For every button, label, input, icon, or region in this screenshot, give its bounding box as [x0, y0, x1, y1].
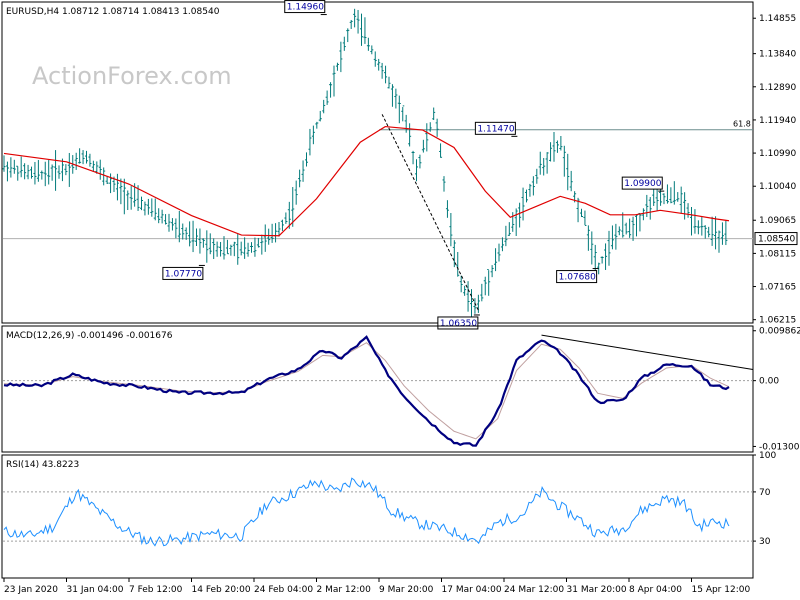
x-tick-label: 31 Jan 04:00 — [67, 585, 124, 595]
macd-trendline — [541, 334, 754, 371]
moving-average-line — [3, 125, 730, 237]
price-series — [2, 8, 728, 320]
rsi-y-tick-label: 100 — [759, 451, 776, 461]
x-tick-label: 24 Mar 12:00 — [504, 585, 564, 595]
annotation-box — [162, 266, 204, 280]
x-tick-label: 14 Feb 20:00 — [192, 585, 251, 595]
x-tick-label: 15 Apr 12:00 — [692, 585, 751, 595]
price-y-tick-label: 1.08115 — [759, 249, 796, 259]
x-tick-label: 17 Mar 04:00 — [442, 585, 502, 595]
x-tick-label: 2 Mar 12:00 — [317, 585, 372, 595]
rsi-panel: RSI(14) 43.8223 100 70 30 — [1, 451, 776, 579]
macd-y-tick-label: -0.013002 — [759, 442, 800, 452]
macd-line — [3, 335, 730, 447]
price-y-tick-label: 1.09065 — [759, 216, 796, 226]
current-price-label: 1.08540 — [758, 235, 795, 245]
annotation-box — [284, 0, 326, 14]
chart-title: EURUSD,H4 1.08712 1.08714 1.08413 1.0854… — [6, 7, 220, 17]
price-y-tick-label: 1.06215 — [759, 316, 796, 326]
macd-y-tick-label: 0.009862 — [759, 327, 800, 337]
decline-dashed-line — [381, 114, 480, 312]
rsi-line — [3, 477, 730, 547]
price-y-tick-label: 1.12890 — [759, 83, 796, 93]
macd-y-axis: 0.009862 0.00 -0.013002 — [753, 327, 800, 452]
time-x-axis: 23 Jan 2020 31 Jan 04:00 7 Feb 12:00 14 Feb… — [3, 578, 751, 595]
macd-title: MACD(12,26,9) -0.001496 -0.001676 — [6, 331, 173, 341]
price-annotations: 1.14960 1.11470 1.07770 1.06350 1.07680 1.099… — [162, 0, 665, 330]
annotation-box — [621, 176, 663, 190]
price-y-tick-label: 1.14855 — [759, 14, 796, 24]
x-tick-label: 9 Mar 20:00 — [379, 585, 434, 595]
rsi-y-axis: 100 70 30 — [3, 451, 776, 547]
watermark: ActionForex.com — [32, 62, 232, 90]
x-tick-label: 8 Apr 04:00 — [629, 585, 682, 595]
price-y-tick-label: 1.13840 — [759, 50, 796, 60]
macd-signal-line — [3, 342, 730, 440]
fib-level-label: 61.8 — [733, 120, 751, 129]
annotation-label: 1.11470 — [477, 124, 514, 134]
x-tick-label: 23 Jan 2020 — [4, 585, 58, 595]
annotation-box — [556, 270, 598, 284]
annotation-box — [474, 121, 516, 135]
price-panel: EURUSD,H4 1.08712 1.08714 1.08413 1.0854… — [1, 0, 798, 330]
x-tick-label: 7 Feb 12:00 — [129, 585, 183, 595]
x-tick-label: 24 Feb 04:00 — [254, 585, 313, 595]
price-y-tick-label: 1.10990 — [759, 149, 796, 159]
current-price-box — [754, 232, 798, 246]
rsi-y-tick-label: 30 — [759, 537, 771, 547]
annotation-label: 1.09900 — [624, 179, 661, 189]
price-y-tick-label: 1.10040 — [759, 182, 796, 192]
price-y-tick-label: 1.11940 — [759, 116, 796, 126]
x-tick-label: 31 Mar 20:00 — [567, 585, 627, 595]
price-y-tick-label: 1.07165 — [759, 283, 796, 293]
price-y-axis: 1.14855 1.13840 1.12890 1.11940 1.10990 1.100… — [753, 14, 796, 326]
annotation-label: 1.07680 — [559, 273, 596, 283]
macd-y-tick-label: 0.00 — [759, 377, 779, 387]
macd-panel: MACD(12,26,9) -0.001496 -0.001676 0.0098… — [1, 325, 800, 453]
annotation-label: 1.06350 — [440, 319, 477, 329]
rsi-y-tick-label: 70 — [759, 488, 771, 498]
annotation-label: 1.07770 — [165, 269, 202, 279]
rsi-title: RSI(14) 43.8223 — [6, 460, 79, 470]
annotation-label: 1.14960 — [287, 3, 324, 13]
